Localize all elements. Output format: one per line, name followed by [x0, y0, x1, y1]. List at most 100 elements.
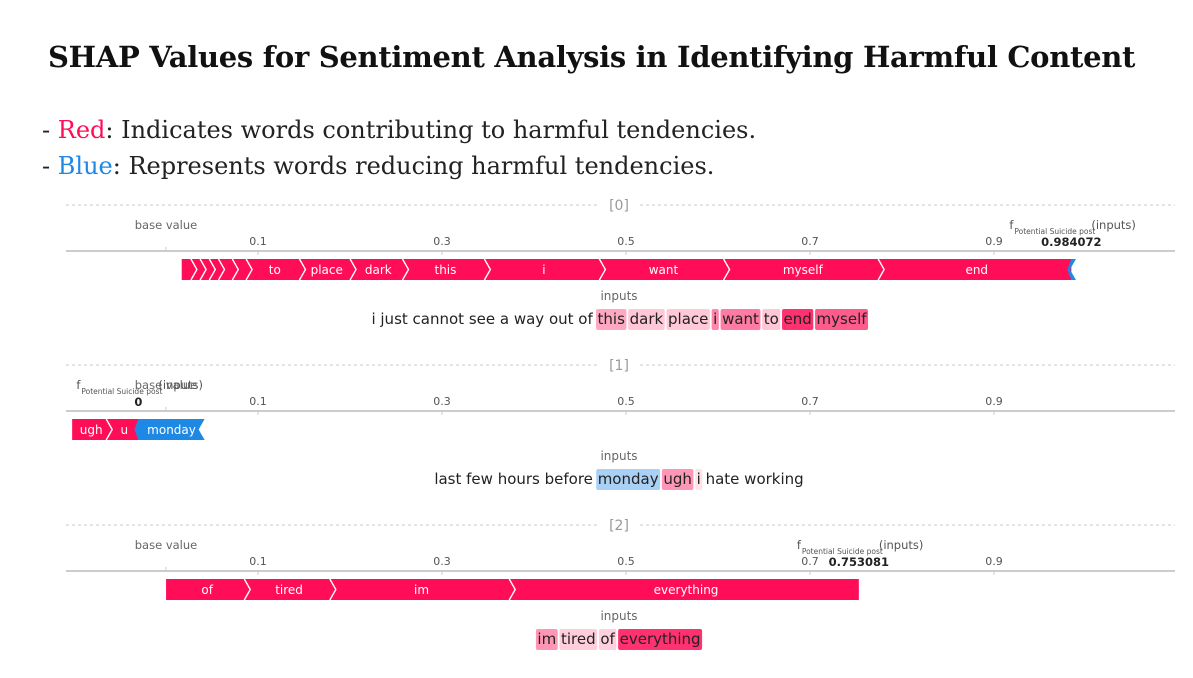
input-token-highlight — [596, 309, 627, 330]
force-bar-chevron — [298, 258, 307, 281]
input-token: end — [784, 310, 812, 328]
input-token: see — [469, 310, 495, 328]
input-token: hours — [498, 470, 540, 488]
input-token: to — [764, 310, 779, 328]
base-value-label: base value — [135, 218, 197, 232]
force-bar-label: to — [269, 263, 281, 277]
input-token: monday — [598, 470, 659, 488]
f-subscript: Potential Suicide post — [802, 547, 883, 556]
input-token: i — [697, 470, 701, 488]
input-token: way — [514, 310, 544, 328]
input-token: of — [600, 630, 615, 648]
force-bar-chevron — [349, 258, 357, 281]
force-bar-label: u — [120, 423, 128, 437]
force-bar-chevron — [208, 258, 217, 281]
output-value: 0.753081 — [829, 555, 889, 569]
input-token: everything — [620, 630, 701, 648]
force-bar-positive — [723, 259, 885, 280]
input-token-highlight — [598, 629, 617, 650]
force-bar-label: want — [649, 263, 679, 277]
input-token-highlight — [720, 309, 761, 330]
axis-tick-label: 0.9 — [985, 395, 1003, 408]
axis-tick-label: 0.5 — [617, 555, 635, 568]
input-token: working — [744, 470, 804, 488]
input-token-highlight — [618, 629, 703, 650]
input-token-highlight — [762, 309, 781, 330]
force-bar-label: end — [965, 263, 988, 277]
axis-tick-label: 0.1 — [249, 555, 267, 568]
force-bar-chevron — [508, 578, 517, 601]
input-token-highlight — [815, 309, 869, 330]
legend-blue-key: Blue — [57, 152, 113, 180]
input-token-highlight — [711, 309, 719, 330]
output-value: 0 — [134, 395, 142, 409]
input-token-highlight — [535, 629, 558, 650]
force-bar-chevron — [245, 258, 253, 281]
base-value-label: base value — [135, 378, 197, 392]
force-bar-label: of — [201, 583, 213, 597]
output-value: 0.984072 — [1041, 235, 1101, 249]
input-token-highlight — [628, 309, 665, 330]
input-token: just — [379, 310, 407, 328]
sample-index-label: [1] — [609, 358, 629, 374]
force-bar-positive — [166, 579, 251, 600]
f-suffix: (inputs) — [879, 538, 924, 552]
force-bar-chevron — [231, 258, 240, 281]
sample-index-label: [2] — [609, 518, 629, 534]
force-bar-chevron — [105, 418, 114, 441]
force-bar-label: this — [434, 263, 456, 277]
legend-blue-prefix: - — [42, 152, 58, 180]
force-bar-label: monday — [147, 423, 196, 437]
input-token: i — [371, 310, 375, 328]
force-bar-label: everything — [654, 583, 719, 597]
inputs-label: inputs — [600, 289, 637, 303]
force-bar-chevron — [243, 578, 252, 601]
force-bar-positive — [402, 259, 491, 280]
force-bar-positive — [299, 259, 357, 280]
force-bar-positive — [106, 419, 139, 440]
output-value-annotation: f Potential Suicide post(inputs) 0 — [76, 378, 203, 409]
f-label: f — [1009, 218, 1014, 232]
force-bar-label: im — [414, 583, 429, 597]
axis-tick-label: 0.5 — [617, 235, 635, 248]
legend-red-text: : Indicates words contributing to harmfu… — [105, 116, 757, 144]
force-bar-positive — [509, 579, 859, 600]
input-text-row: last few hours before monday ugh i hate working — [434, 469, 804, 490]
input-token: this — [598, 310, 626, 328]
force-bar-chevron — [217, 258, 226, 281]
input-token: place — [668, 310, 708, 328]
input-token-highlight — [695, 469, 703, 490]
f-label: f — [797, 538, 802, 552]
legend-blue-line: - Blue: Represents words reducing harmfu… — [42, 152, 714, 180]
force-bar-positive — [350, 259, 409, 280]
input-token: last — [434, 470, 461, 488]
axis-tick-label: 0.9 — [985, 235, 1003, 248]
inputs-label: inputs — [600, 609, 637, 623]
input-token-highlight — [782, 309, 814, 330]
force-bar-negative — [1067, 259, 1076, 280]
axis-tick-label: 0.1 — [249, 395, 267, 408]
force-bar-chevron — [199, 258, 207, 281]
input-token-highlight — [661, 469, 694, 490]
force-bar-chevron — [877, 258, 885, 281]
axis-tick-label: 0.7 — [801, 235, 819, 248]
input-token: i — [713, 310, 717, 328]
page-title: SHAP Values for Sentiment Analysis in Id… — [48, 40, 1136, 74]
axis-tick-label: 0.3 — [433, 235, 451, 248]
force-bar-label: dark — [365, 263, 392, 277]
input-token: few — [466, 470, 493, 488]
legend-red-line: - Red: Indicates words contributing to h… — [42, 116, 756, 144]
force-bar-positive — [244, 579, 336, 600]
axis-tick-label: 0.7 — [801, 555, 819, 568]
force-bar-chevron — [483, 258, 492, 281]
f-subscript: Potential Suicide post — [81, 387, 162, 396]
axis-tick-label: 0.1 — [249, 235, 267, 248]
input-token: a — [500, 310, 509, 328]
input-token: myself — [817, 310, 868, 328]
axis-tick-label: 0.5 — [617, 395, 635, 408]
input-token: ugh — [663, 470, 692, 488]
force-bar-positive — [599, 259, 730, 280]
input-token: cannot — [413, 310, 465, 328]
